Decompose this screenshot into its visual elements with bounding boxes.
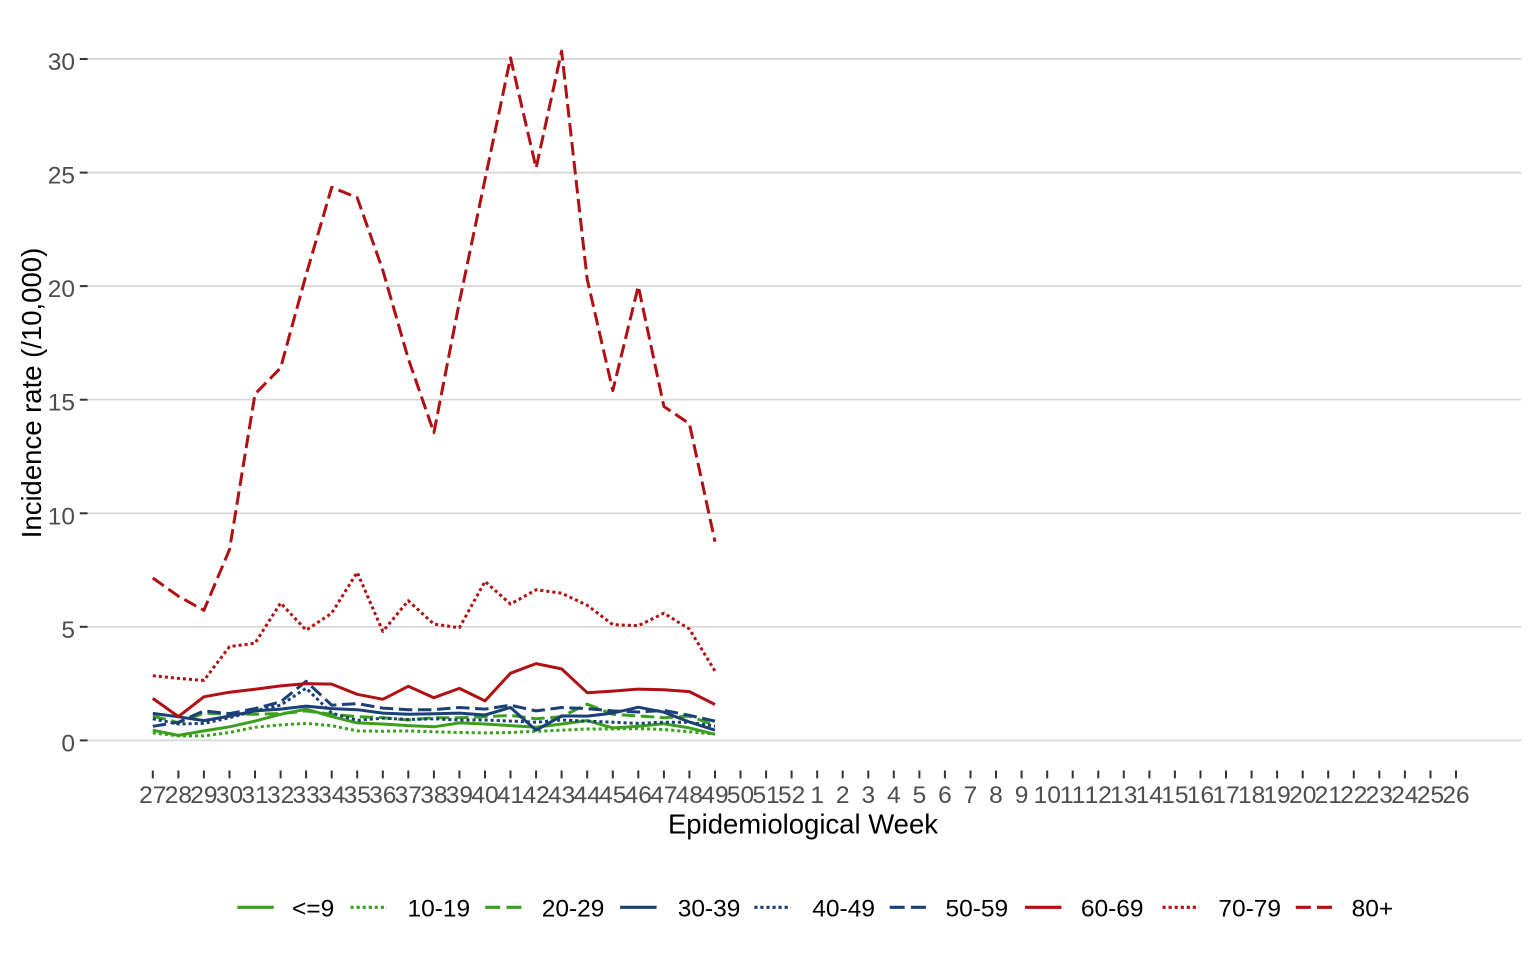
svg-text:23: 23: [1366, 782, 1393, 809]
svg-text:3: 3: [861, 782, 875, 809]
svg-text:10: 10: [1034, 782, 1061, 809]
svg-text:47: 47: [650, 782, 677, 809]
svg-text:40-49: 40-49: [812, 896, 875, 923]
svg-text:37: 37: [395, 782, 422, 809]
svg-text:41: 41: [497, 782, 524, 809]
svg-text:42: 42: [522, 782, 549, 809]
svg-text:21: 21: [1315, 782, 1342, 809]
svg-text:5: 5: [913, 782, 927, 809]
svg-text:60-69: 60-69: [1081, 896, 1144, 923]
svg-text:8: 8: [989, 782, 1003, 809]
svg-text:52: 52: [778, 782, 805, 809]
svg-text:44: 44: [574, 782, 601, 809]
svg-text:43: 43: [548, 782, 575, 809]
svg-text:25: 25: [48, 163, 75, 190]
svg-text:1: 1: [810, 782, 824, 809]
svg-text:22: 22: [1340, 782, 1367, 809]
svg-text:30: 30: [48, 49, 75, 76]
svg-text:20: 20: [48, 276, 75, 303]
svg-text:Epidemiological Week: Epidemiological Week: [668, 809, 938, 840]
svg-text:45: 45: [599, 782, 626, 809]
svg-text:4: 4: [887, 782, 901, 809]
svg-text:18: 18: [1238, 782, 1265, 809]
svg-text:35: 35: [344, 782, 371, 809]
svg-text:6: 6: [938, 782, 952, 809]
svg-text:10: 10: [48, 503, 75, 530]
svg-text:48: 48: [676, 782, 703, 809]
svg-text:46: 46: [625, 782, 652, 809]
svg-text:50-59: 50-59: [946, 896, 1009, 923]
svg-text:10-19: 10-19: [408, 896, 471, 923]
svg-text:15: 15: [1161, 782, 1188, 809]
svg-text:40: 40: [471, 782, 498, 809]
svg-text:28: 28: [165, 782, 192, 809]
svg-text:16: 16: [1187, 782, 1214, 809]
svg-text:31: 31: [241, 782, 268, 809]
svg-text:51: 51: [752, 782, 779, 809]
svg-text:38: 38: [420, 782, 447, 809]
svg-text:33: 33: [292, 782, 319, 809]
svg-text:27: 27: [139, 782, 166, 809]
svg-text:25: 25: [1417, 782, 1444, 809]
svg-text:29: 29: [190, 782, 217, 809]
svg-text:5: 5: [61, 617, 75, 644]
svg-text:12: 12: [1085, 782, 1112, 809]
svg-text:80+: 80+: [1352, 896, 1394, 923]
svg-text:7: 7: [964, 782, 978, 809]
svg-text:20: 20: [1289, 782, 1316, 809]
svg-text:24: 24: [1391, 782, 1418, 809]
svg-text:0: 0: [61, 730, 75, 757]
svg-text:30-39: 30-39: [678, 896, 741, 923]
svg-text:9: 9: [1015, 782, 1029, 809]
svg-text:17: 17: [1212, 782, 1239, 809]
svg-text:34: 34: [318, 782, 345, 809]
svg-text:36: 36: [369, 782, 396, 809]
svg-text:14: 14: [1136, 782, 1163, 809]
svg-text:13: 13: [1110, 782, 1137, 809]
svg-text:39: 39: [446, 782, 473, 809]
svg-text:50: 50: [727, 782, 754, 809]
svg-text:32: 32: [267, 782, 294, 809]
svg-text:Incidence rate (/10,000): Incidence rate (/10,000): [16, 248, 47, 538]
svg-text:30: 30: [216, 782, 243, 809]
svg-text:15: 15: [48, 390, 75, 417]
svg-text:20-29: 20-29: [542, 896, 605, 923]
svg-text:<=9: <=9: [292, 896, 334, 923]
svg-text:26: 26: [1442, 782, 1469, 809]
svg-text:49: 49: [701, 782, 728, 809]
svg-text:2: 2: [836, 782, 850, 809]
svg-text:11: 11: [1060, 782, 1085, 809]
svg-text:70-79: 70-79: [1218, 896, 1281, 923]
svg-text:19: 19: [1263, 782, 1290, 809]
